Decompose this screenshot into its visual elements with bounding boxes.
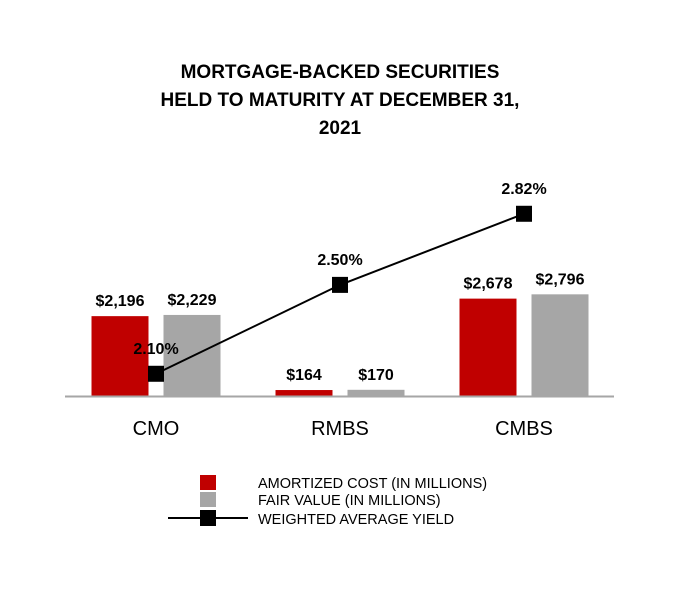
chart-title-line-3: 2021 bbox=[318, 118, 362, 139]
legend-marker bbox=[200, 510, 216, 526]
chart-title-line-1: MORTGAGE-BACKED SECURITIES bbox=[180, 62, 500, 83]
bar-cmbs-fair-value bbox=[531, 294, 589, 396]
bar-data-label: $2,796 bbox=[536, 271, 585, 288]
bar-rmbs-fair-value bbox=[347, 389, 405, 396]
legend-label: WEIGHTED AVERAGE YIELD bbox=[258, 512, 454, 528]
yield-data-label: 2.82% bbox=[501, 181, 546, 198]
yield-data-label: 2.10% bbox=[133, 341, 178, 358]
chart-title-line-2: HELD TO MATURITY AT DECEMBER 31, bbox=[160, 90, 520, 111]
bar-data-label: $2,229 bbox=[168, 292, 217, 309]
legend-label: AMORTIZED COST (IN MILLIONS) bbox=[258, 476, 487, 492]
bar-rmbs-amortized-cost bbox=[275, 390, 333, 396]
yield-marker bbox=[516, 205, 532, 222]
x-tick-label: CMO bbox=[133, 418, 180, 440]
bar-data-label: $2,678 bbox=[464, 276, 513, 293]
legend-swatch bbox=[200, 492, 216, 507]
x-tick-label: RMBS bbox=[311, 418, 369, 440]
yield-marker bbox=[332, 276, 348, 293]
bar-data-label: $164 bbox=[286, 367, 322, 384]
bar-cmbs-amortized-cost bbox=[459, 298, 517, 396]
yield-marker bbox=[148, 365, 164, 382]
x-tick-label: CMBS bbox=[495, 418, 553, 440]
bar-data-label: $2,196 bbox=[96, 293, 145, 310]
yield-data-label: 2.50% bbox=[317, 252, 362, 269]
legend-label: FAIR VALUE (IN MILLIONS) bbox=[258, 493, 441, 509]
bar-data-label: $170 bbox=[358, 367, 394, 384]
bar-cmo-amortized-cost bbox=[91, 316, 149, 396]
legend-swatch bbox=[200, 475, 216, 490]
